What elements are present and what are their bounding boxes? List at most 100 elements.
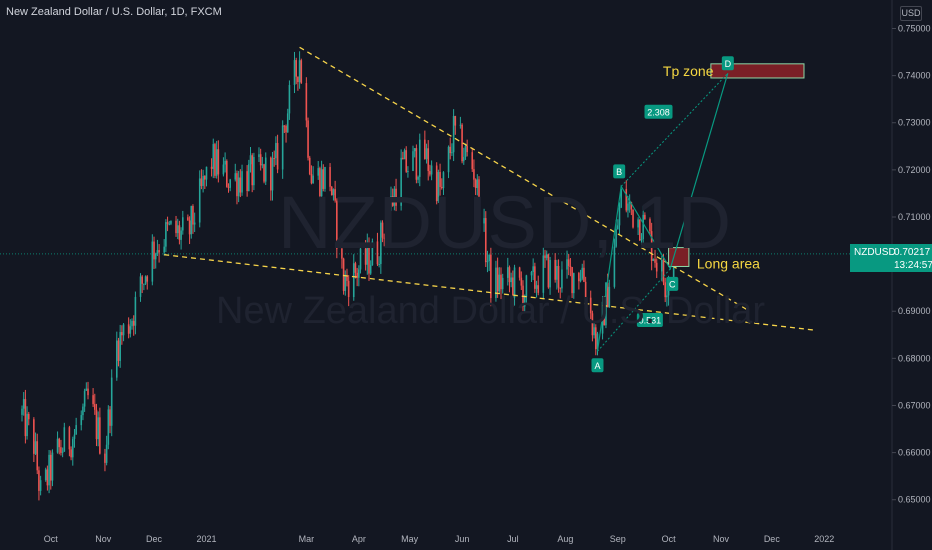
candle-body (510, 277, 512, 283)
candle-body (341, 248, 343, 259)
candle-body (322, 169, 325, 189)
watermark-name: New Zealand Dollar / U.S. Dollar (216, 290, 766, 332)
candle-body (34, 441, 37, 454)
candle-body (625, 189, 628, 211)
candle-body (178, 225, 181, 240)
candle-body (346, 275, 348, 281)
point-c-label-text: C (669, 279, 676, 289)
candle-body (584, 281, 587, 298)
candle-body (512, 277, 514, 298)
x-tick-label: Dec (764, 534, 781, 544)
candle-body (310, 174, 313, 184)
candle-body (224, 160, 226, 165)
candle-body (307, 120, 309, 158)
candle-body (93, 404, 96, 410)
candle-body (27, 413, 30, 420)
candle-body (73, 434, 76, 439)
candle-body (359, 248, 362, 270)
candle-body (498, 274, 501, 292)
candle-body (613, 246, 616, 287)
candle-body (440, 186, 443, 189)
candle-body (545, 254, 548, 258)
candle-body (175, 220, 177, 234)
candle-body (217, 149, 220, 175)
candle-body (249, 155, 252, 165)
candle-body (383, 237, 386, 239)
candle-body (317, 168, 320, 176)
candle-body (127, 324, 130, 334)
candle-body (298, 60, 301, 83)
candle-body (222, 164, 225, 175)
candle-body (332, 189, 335, 196)
candle-body (395, 188, 397, 206)
candle-body (170, 220, 172, 224)
candle-body (639, 219, 641, 241)
candles-group (21, 51, 675, 501)
y-tick-label: 0.75000 (898, 23, 931, 33)
candle-body (117, 340, 120, 361)
candle-body (109, 409, 111, 426)
currency-button[interactable]: USD (900, 6, 922, 21)
candle-body (202, 176, 204, 186)
x-tick-label: Jul (507, 534, 519, 544)
candle-body (241, 171, 243, 193)
candle-body (620, 189, 622, 208)
candle-body (549, 259, 551, 288)
candle-body (248, 164, 250, 191)
candle-body (478, 179, 480, 224)
point-d-label-bg (721, 56, 734, 71)
candle-body (603, 301, 606, 326)
candle-body (593, 327, 595, 336)
x-tick-label: Nov (713, 534, 730, 544)
candle-body (312, 175, 314, 184)
candle-body (210, 166, 213, 169)
candle-body (627, 203, 629, 211)
candle-body (319, 168, 321, 197)
candle-body (334, 189, 336, 201)
candle-body (154, 253, 157, 260)
candle-body (427, 148, 430, 172)
candle-body (578, 273, 580, 282)
symbol-title[interactable]: New Zealand Dollar / U.S. Dollar, 1D, FX… (6, 6, 222, 18)
candle-body (413, 148, 416, 152)
candle-body (281, 125, 284, 170)
candle-body (141, 276, 143, 284)
candle-body (661, 259, 663, 272)
candle-body (459, 124, 462, 126)
candle-body (234, 173, 237, 180)
candle-body (356, 272, 358, 278)
candle-body (129, 326, 132, 334)
candle-body (239, 177, 242, 193)
candle-body (187, 217, 189, 221)
candle-body (190, 206, 193, 235)
ratio-bcd-label-text: 2.308 (647, 107, 670, 117)
candle-body (329, 167, 331, 187)
candle-body (525, 275, 528, 297)
point-b-label-text: B (616, 167, 622, 177)
candle-body (391, 196, 394, 206)
candle-body (51, 452, 54, 481)
candle-body (139, 276, 142, 297)
candle-body (632, 209, 634, 228)
candle-body (405, 150, 408, 172)
candle-body (342, 258, 345, 291)
candle-body (616, 225, 619, 230)
candle-body (283, 125, 286, 127)
candle-body (182, 217, 184, 231)
x-tick-label: Sep (610, 534, 626, 544)
x-tick-label: 2021 (196, 534, 216, 544)
candle-body (119, 332, 121, 361)
candle-body (425, 148, 428, 159)
price-tag-value: 0.70217 (894, 247, 931, 258)
candle-body (153, 241, 155, 260)
candle-body (618, 207, 621, 226)
candle-body (388, 210, 391, 239)
y-tick-label: 0.69000 (898, 306, 931, 316)
candle-body (192, 206, 194, 225)
candle-body (366, 243, 369, 265)
candle-body (495, 267, 497, 299)
candle-body (390, 196, 392, 211)
candle-body (412, 151, 414, 172)
